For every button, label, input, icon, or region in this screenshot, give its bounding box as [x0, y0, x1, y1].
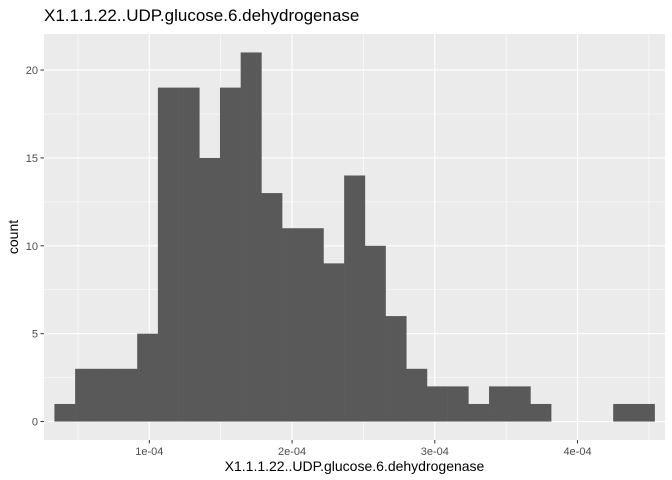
- x-tick-label: 4e-04: [563, 446, 591, 458]
- y-tick-label: 20: [26, 65, 38, 77]
- histogram-bar: [157, 87, 179, 422]
- histogram-bar: [54, 403, 76, 422]
- histogram-bar: [385, 316, 407, 422]
- histogram-bar: [323, 263, 345, 422]
- histogram-bar: [489, 386, 511, 422]
- histogram-bar: [75, 368, 97, 422]
- histogram-bar: [219, 87, 241, 422]
- histogram-bar: [406, 368, 428, 422]
- y-axis-title: count: [5, 220, 21, 254]
- y-tick-label: 10: [26, 241, 38, 253]
- chart-title: X1.1.1.22..UDP.glucose.6.dehydrogenase: [44, 6, 360, 25]
- histogram-bar: [116, 368, 138, 422]
- y-tick-label: 15: [26, 153, 38, 165]
- histogram-bars: [54, 52, 655, 422]
- x-tick-label: 2e-04: [278, 446, 306, 458]
- histogram-bar: [530, 403, 552, 422]
- tick-labels: 1e-04 2e-04 3e-04 4e-04 0 5 10 15 20: [26, 65, 592, 458]
- histogram-bar: [95, 368, 117, 422]
- histogram-bar: [302, 228, 324, 422]
- histogram-bar: [240, 52, 262, 422]
- histogram-bar: [364, 245, 386, 422]
- histogram-bar: [344, 175, 366, 422]
- histogram-bar: [509, 386, 531, 422]
- histogram-bar: [426, 386, 448, 422]
- x-tick-label: 1e-04: [135, 446, 163, 458]
- histogram-bar: [633, 403, 655, 422]
- x-axis-title: X1.1.1.22..UDP.glucose.6.dehydrogenase: [225, 458, 485, 474]
- histogram-bar: [199, 157, 221, 422]
- histogram-bar: [137, 333, 159, 422]
- histogram-bar: [447, 386, 469, 422]
- y-tick-label: 5: [32, 329, 38, 341]
- histogram-bar: [178, 87, 200, 422]
- histogram-bar: [261, 193, 283, 422]
- histogram-bar: [613, 403, 635, 422]
- histogram-bar: [468, 403, 490, 422]
- y-tick-label: 0: [32, 417, 38, 429]
- x-tick-label: 3e-04: [421, 446, 449, 458]
- axis-ticks: [40, 69, 579, 444]
- histogram-bar: [282, 228, 304, 422]
